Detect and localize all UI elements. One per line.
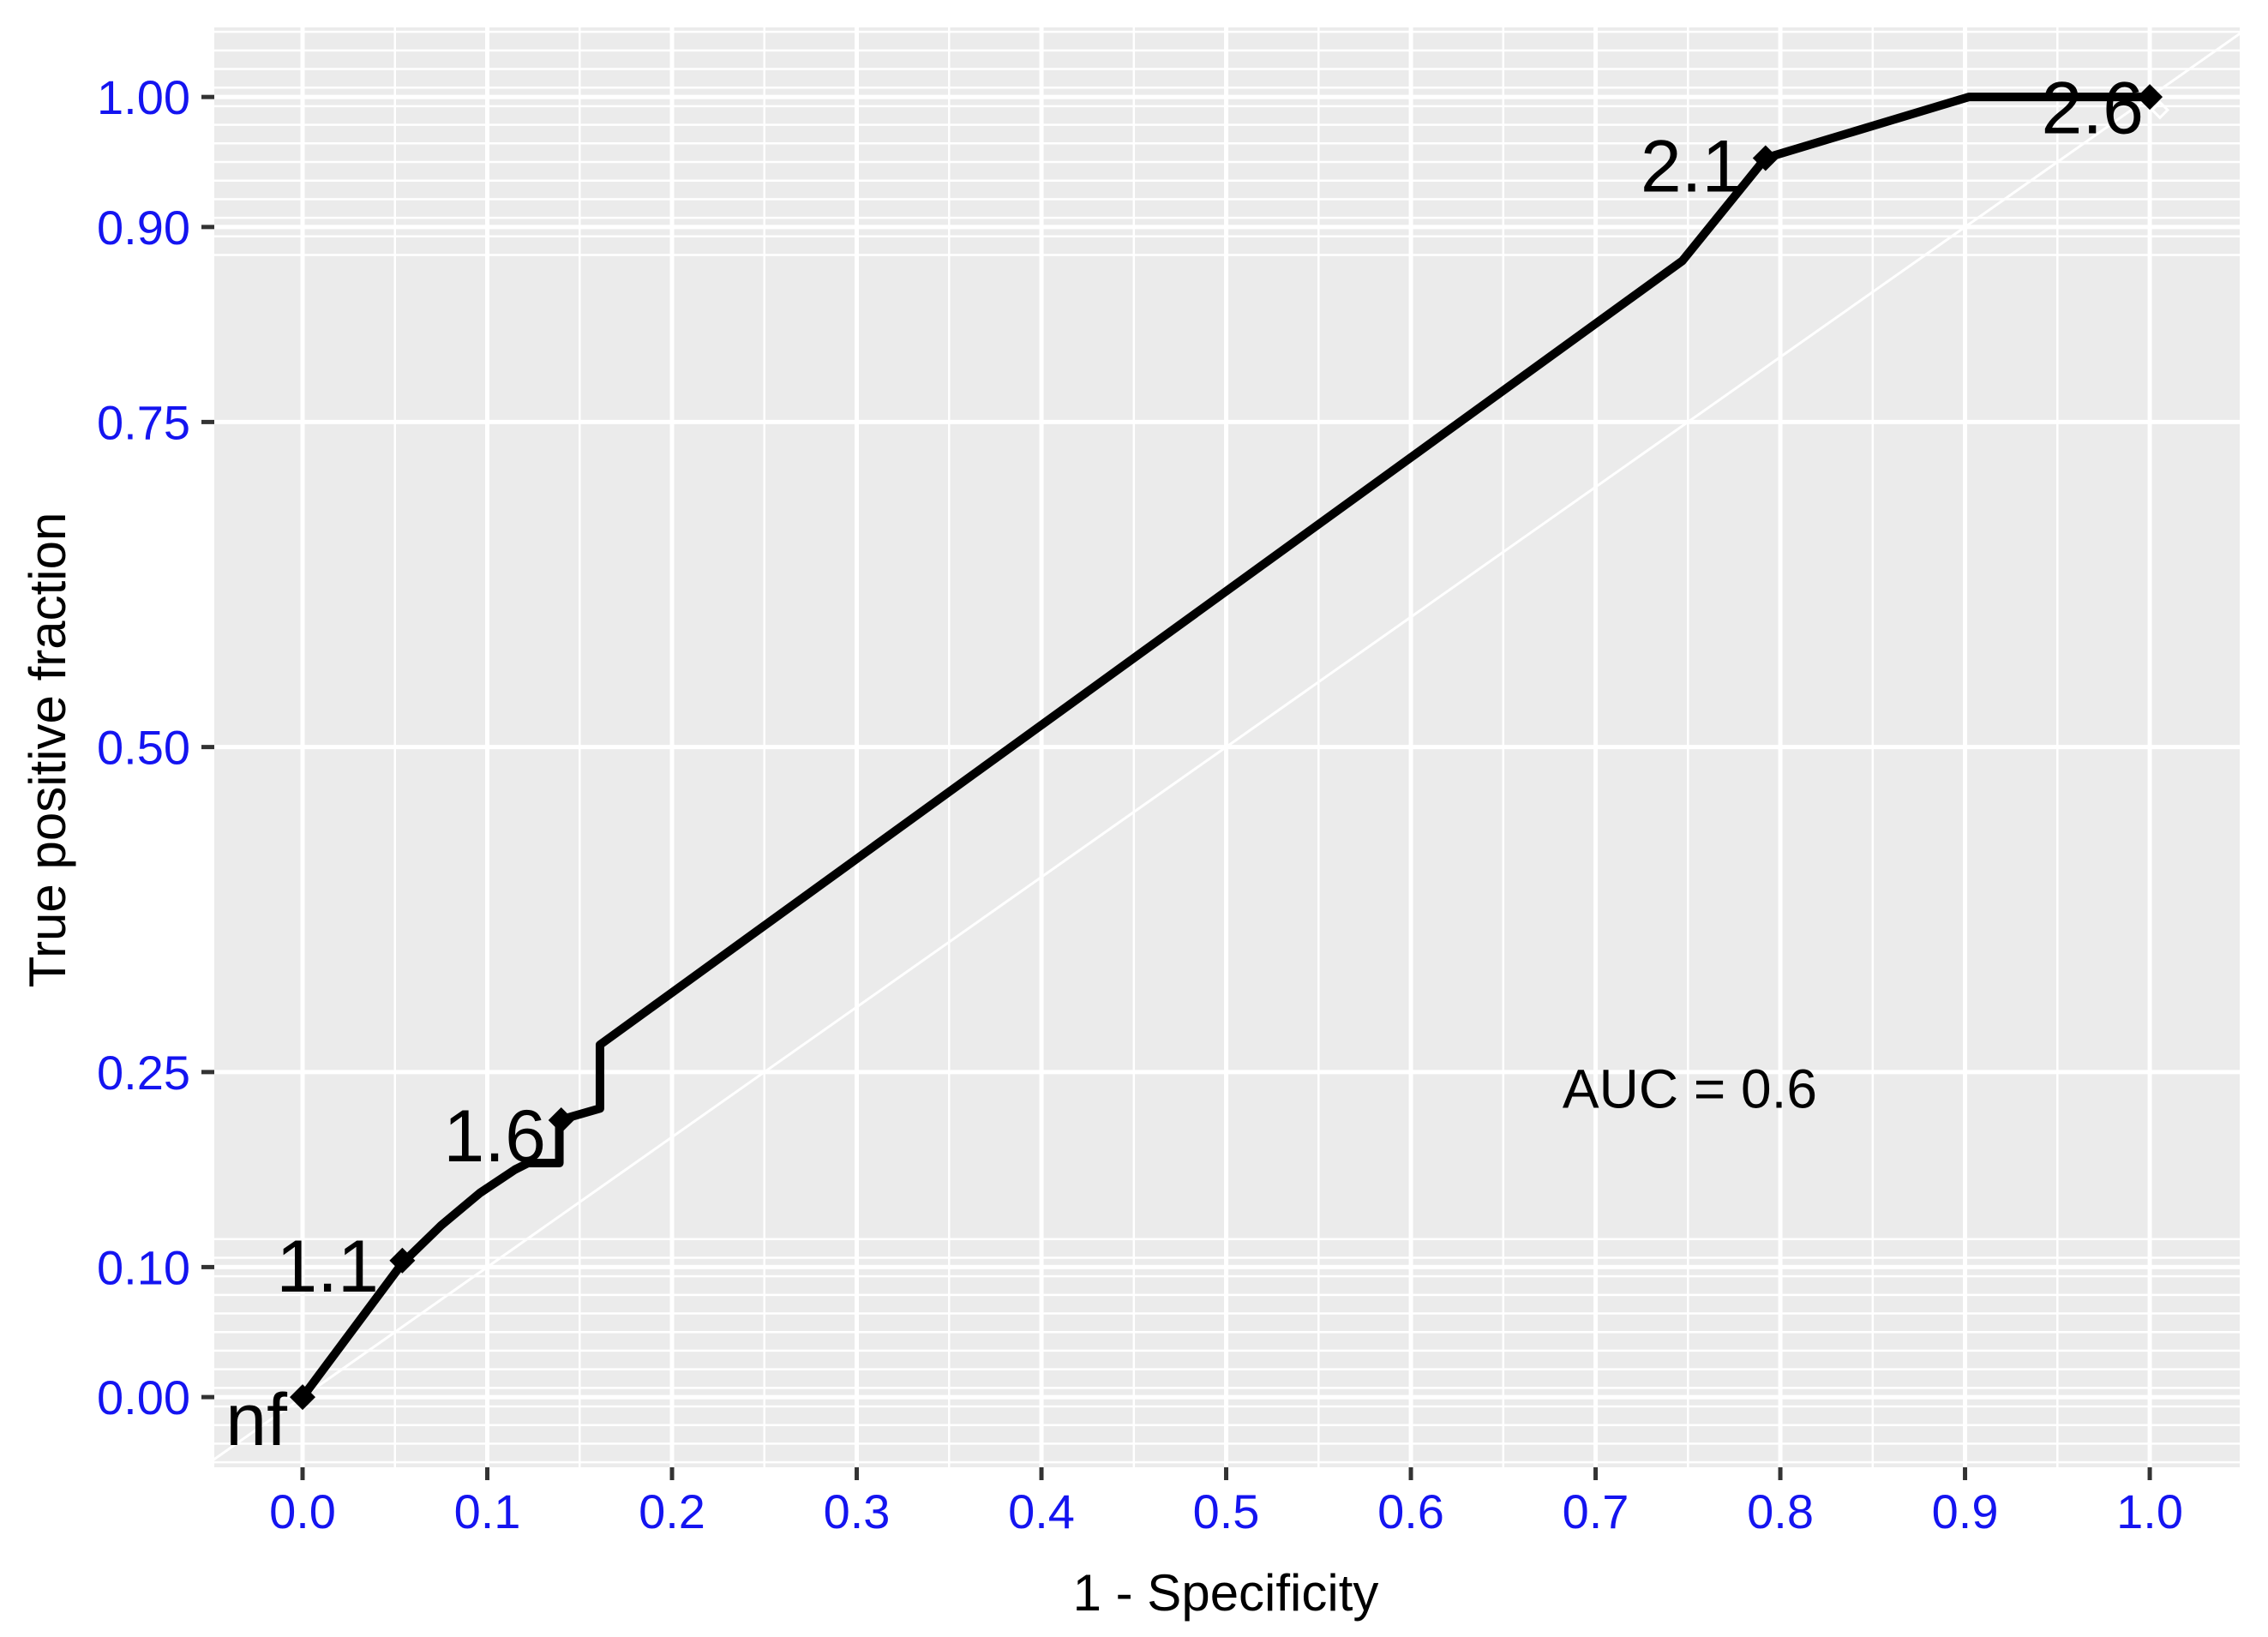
chance-line-group: [214, 32, 2240, 1461]
end-marker-outline: [2150, 100, 2170, 120]
axis-tick-labels: 0.0 0.1 0.2 0.3 0.4 0.5 0.6 0.7 0.8 0.9 1.0 0.00 0.1…: [97, 70, 2183, 1538]
y-tick-label: 0.10: [97, 1240, 190, 1294]
x-axis-title: 1 - Specificity: [1073, 1564, 1379, 1622]
cutoff-label: 1.1: [276, 1226, 379, 1308]
x-tick-label: 0.4: [1008, 1484, 1075, 1538]
x-tick-label: 0.0: [269, 1484, 336, 1538]
roc-curve-group: [298, 93, 2155, 1402]
x-tick-label: 1.0: [2116, 1484, 2183, 1538]
y-axis-title: True positive fraction: [19, 513, 76, 988]
x-tick-label: 0.5: [1193, 1484, 1260, 1538]
x-tick-label: 0.6: [1377, 1484, 1444, 1538]
y-tick-label: 0.75: [97, 395, 190, 449]
cutoff-marker: [548, 1106, 574, 1133]
roc-curve: [298, 93, 2155, 1402]
cutoff-label: 2.6: [2041, 67, 2144, 149]
x-tick-label: 0.2: [639, 1484, 705, 1538]
axis-tick-marks: [201, 94, 2152, 1480]
major-gridlines: [214, 27, 2240, 1467]
cutoff-labels: nf 1.1 1.6 2.1 2.6: [225, 67, 2144, 1461]
y-tick-label: 0.25: [97, 1046, 190, 1100]
cutoff-marker: [389, 1247, 416, 1274]
cutoff-label: 2.1: [1641, 126, 1743, 208]
cutoff-label: 1.6: [443, 1095, 546, 1178]
cutoff-marker: [290, 1384, 316, 1411]
x-tick-label: 0.1: [454, 1484, 521, 1538]
y-tick-label: 0.00: [97, 1370, 190, 1424]
x-tick-label: 0.7: [1563, 1484, 1629, 1538]
x-tick-label: 0.3: [824, 1484, 891, 1538]
chance-line: [214, 32, 2240, 1461]
y-tick-label: 0.90: [97, 201, 190, 255]
auc-annotation: AUC = 0.6: [1563, 1058, 1817, 1120]
y-tick-label: 1.00: [97, 70, 190, 124]
x-tick-label: 0.9: [1932, 1484, 1999, 1538]
cutoff-marker: [1752, 145, 1779, 171]
y-tick-label: 0.50: [97, 721, 190, 775]
x-tick-label: 0.8: [1747, 1484, 1814, 1538]
cutoff-markers: [290, 84, 2170, 1411]
cutoff-marker: [2137, 84, 2163, 111]
cutoff-label: nf: [225, 1379, 288, 1461]
